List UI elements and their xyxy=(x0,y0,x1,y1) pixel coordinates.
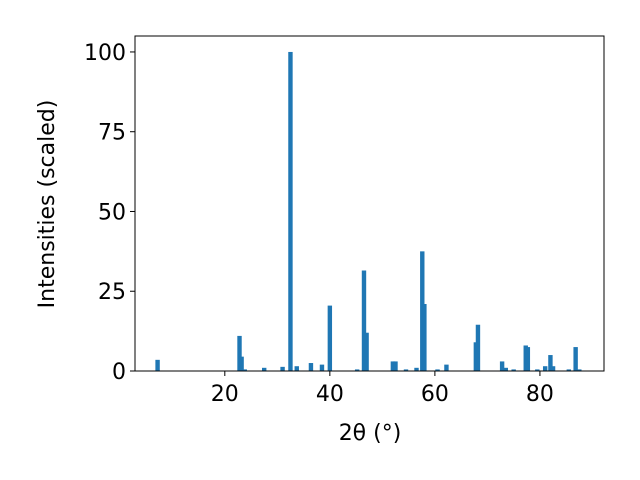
bar xyxy=(155,359,160,371)
y-tick-label: 100 xyxy=(84,41,126,66)
y-tick-label: 0 xyxy=(112,360,126,385)
bar xyxy=(242,369,247,371)
bar xyxy=(261,367,267,371)
bar xyxy=(364,332,369,371)
bar xyxy=(548,355,553,371)
plot-frame xyxy=(134,35,605,372)
bar xyxy=(354,369,360,371)
bar xyxy=(239,356,244,371)
x-axis-label: 2θ (°) xyxy=(339,421,402,446)
y-tick-label: 50 xyxy=(98,200,126,225)
bar xyxy=(542,366,548,371)
y-axis-label: Intensities (scaled) xyxy=(35,100,60,309)
bar xyxy=(550,366,556,371)
bar xyxy=(288,51,293,371)
x-tick-label: 80 xyxy=(526,382,554,407)
bar xyxy=(444,364,449,371)
x-tick-label: 60 xyxy=(421,382,449,407)
bar xyxy=(319,364,325,371)
bar xyxy=(414,367,419,371)
bar xyxy=(280,366,285,371)
bar xyxy=(308,363,314,371)
bar xyxy=(393,361,398,371)
bar xyxy=(390,361,396,371)
bar xyxy=(525,347,531,371)
bar xyxy=(361,270,367,371)
bar xyxy=(577,369,582,371)
bar xyxy=(435,369,440,371)
bar xyxy=(535,369,540,371)
x-tick-label: 40 xyxy=(316,382,344,407)
bar xyxy=(237,335,242,371)
y-tick-label: 75 xyxy=(98,121,126,146)
bar xyxy=(503,367,508,371)
y-tick-label: 25 xyxy=(98,280,126,305)
bar xyxy=(573,347,578,371)
bar xyxy=(499,361,505,371)
bar xyxy=(475,324,481,371)
bar xyxy=(566,369,572,371)
x-tick-label: 20 xyxy=(211,382,239,407)
bar xyxy=(403,369,409,371)
bar xyxy=(327,305,333,371)
bar xyxy=(294,366,299,371)
bar xyxy=(422,304,427,371)
bar xyxy=(511,369,516,371)
